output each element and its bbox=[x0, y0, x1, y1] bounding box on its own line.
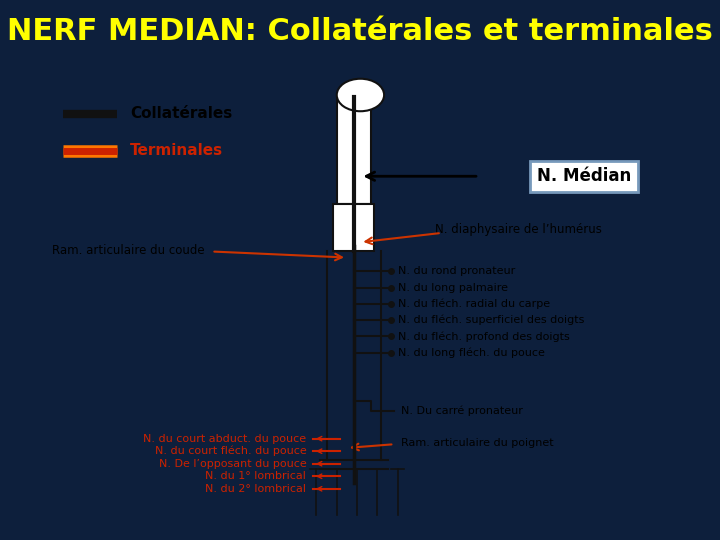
Text: N. du rond pronateur: N. du rond pronateur bbox=[397, 266, 515, 276]
Text: N. du long fléch. du pouce: N. du long fléch. du pouce bbox=[397, 347, 544, 358]
Circle shape bbox=[337, 79, 384, 111]
Bar bbox=[333, 204, 374, 251]
Text: NERF MEDIAN: Collatérales et terminales: NERF MEDIAN: Collatérales et terminales bbox=[7, 17, 713, 45]
Text: N. du fléch. profond des doigts: N. du fléch. profond des doigts bbox=[397, 331, 570, 342]
Text: N. du fléch. radial du carpe: N. du fléch. radial du carpe bbox=[397, 299, 550, 309]
Text: N. du long palmaire: N. du long palmaire bbox=[397, 283, 508, 293]
Text: N. du 2° lombrical: N. du 2° lombrical bbox=[205, 484, 306, 494]
Text: N. diaphysaire de l’humérus: N. diaphysaire de l’humérus bbox=[435, 223, 602, 236]
Text: N. du court fléch. du pouce: N. du court fléch. du pouce bbox=[155, 446, 306, 456]
Text: N. du fléch. superficiel des doigts: N. du fléch. superficiel des doigts bbox=[397, 315, 584, 326]
Text: Ram. articulaire du coude: Ram. articulaire du coude bbox=[52, 244, 204, 257]
Text: Ram. articulaire du poignet: Ram. articulaire du poignet bbox=[401, 438, 554, 448]
Text: N. du court abduct. du pouce: N. du court abduct. du pouce bbox=[143, 434, 306, 444]
Text: Terminales: Terminales bbox=[130, 143, 223, 158]
Text: Collatérales: Collatérales bbox=[130, 106, 233, 121]
Bar bbox=[337, 97, 371, 204]
Text: N. Du carré pronateur: N. Du carré pronateur bbox=[401, 406, 523, 416]
Text: N. du 1° lombrical: N. du 1° lombrical bbox=[205, 471, 306, 481]
Text: N. De l’opposant du pouce: N. De l’opposant du pouce bbox=[158, 458, 306, 469]
Text: N. Médian: N. Médian bbox=[536, 167, 631, 185]
